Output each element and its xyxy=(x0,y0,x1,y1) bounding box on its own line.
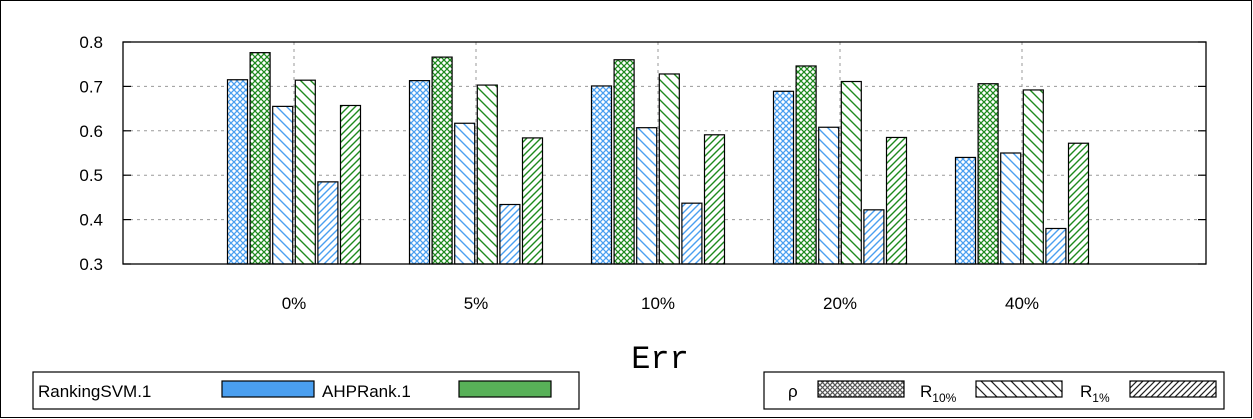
x-axis: 0% 5% 10% 20% 40% xyxy=(282,294,1039,313)
bar-group xyxy=(226,52,1090,265)
legend-metric-swatch xyxy=(817,380,905,398)
bar-rankingsvm1-0pct xyxy=(226,79,249,265)
y-tick-label: 0.4 xyxy=(79,211,103,230)
legend-method-swatch xyxy=(221,380,315,398)
x-axis-title: Err xyxy=(631,341,689,378)
bar-ahprank1-20pct xyxy=(840,80,862,265)
x-tick-label: 0% xyxy=(282,294,307,313)
bar-rankingsvm1-5pct xyxy=(499,203,521,265)
bar-ahprank1-20pct xyxy=(885,136,908,265)
legend-metric-swatch xyxy=(1129,380,1217,398)
y-tick-label: 0.8 xyxy=(79,33,103,52)
y-axis: 0.3 0.4 0.5 0.6 0.7 0.8 xyxy=(79,33,1206,274)
legend-method-label: RankingSVM.1 xyxy=(38,382,151,401)
bar-ahprank1-5pct xyxy=(431,56,453,265)
x-tick-label: 10% xyxy=(641,294,675,313)
bar-rankingsvm1-0pct xyxy=(317,181,339,265)
y-tick-label: 0.6 xyxy=(79,122,103,141)
y-tick-label: 0.5 xyxy=(79,166,103,185)
bar-rankingsvm1-40pct xyxy=(1045,227,1067,265)
bar-rankingsvm1-0pct xyxy=(272,105,294,265)
bar-rankingsvm1-40pct xyxy=(954,156,977,265)
bar-ahprank1-20pct xyxy=(795,65,817,265)
bar-ahprank1-40pct xyxy=(1022,89,1044,265)
bar-rankingsvm1-20pct xyxy=(863,209,885,265)
bar-ahprank1-5pct xyxy=(521,137,544,265)
bar-ahprank1-40pct xyxy=(977,83,999,265)
legend-metrics: ρ R10% R1% xyxy=(763,371,1225,410)
legend-method-label: AHPRank.1 xyxy=(322,382,411,401)
bar-ahprank1-0pct xyxy=(249,52,271,265)
bar-rankingsvm1-20pct xyxy=(818,126,840,265)
bar-ahprank1-10pct xyxy=(703,134,726,265)
bar-ahprank1-10pct xyxy=(613,59,635,265)
bar-ahprank1-0pct xyxy=(294,79,316,265)
x-tick-label: 5% xyxy=(464,294,489,313)
x-tick-label: 40% xyxy=(1005,294,1039,313)
bar-ahprank1-10pct xyxy=(658,73,680,265)
legend-metric-label: ρ xyxy=(788,382,798,401)
bar-ahprank1-40pct xyxy=(1067,142,1090,265)
bar-rankingsvm1-10pct xyxy=(636,127,658,265)
legend-method-swatch xyxy=(458,380,552,398)
bar-rankingsvm1-40pct xyxy=(1000,152,1022,265)
legend-methods: RankingSVM.1 AHPRank.1 xyxy=(32,371,580,410)
plot-area-border xyxy=(122,41,1207,265)
y-tick-label: 0.7 xyxy=(79,77,103,96)
legend-metric-subscript: 10% xyxy=(932,391,956,405)
legend-metric-subscript: 1% xyxy=(1092,391,1110,405)
bar-rankingsvm1-10pct xyxy=(590,85,613,265)
bar-rankingsvm1-20pct xyxy=(772,90,795,265)
bar-ahprank1-0pct xyxy=(339,104,362,265)
bar-rankingsvm1-10pct xyxy=(681,202,703,265)
bar-rankingsvm1-5pct xyxy=(408,80,431,265)
bar-ahprank1-5pct xyxy=(476,84,498,265)
legend-metric-swatch xyxy=(975,380,1063,398)
x-tick-label: 20% xyxy=(823,294,857,313)
bar-rankingsvm1-5pct xyxy=(454,122,476,265)
y-tick-label: 0.3 xyxy=(79,255,103,274)
